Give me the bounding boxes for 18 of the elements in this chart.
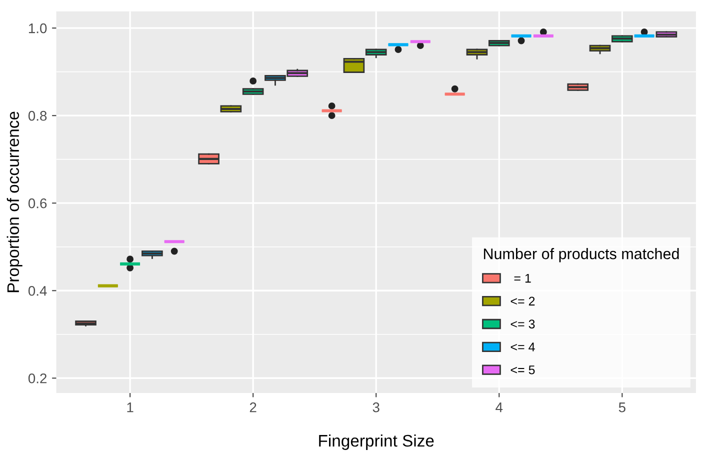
y-tick-label: 0.2 (28, 373, 47, 384)
x-axis-title: Fingerprint Size (319, 434, 434, 450)
legend-label: <= 3 (510, 320, 535, 328)
y-tick-label: 0.8 (28, 110, 47, 121)
x-tick-label: 5 (618, 402, 626, 412)
y-tick-label: 0.6 (28, 198, 47, 208)
legend-label: <= 5 (510, 366, 535, 374)
legend-title: Number of products matched (484, 248, 679, 262)
legend-label: <= 2 (510, 296, 535, 306)
y-tick-label: 1.0 (28, 23, 47, 34)
y-tick-label: 0.4 (28, 286, 47, 296)
y-axis-title: Proportion of occurrence (6, 112, 22, 292)
x-tick-label: 2 (250, 402, 256, 412)
x-tick-label: 3 (372, 402, 380, 412)
x-tick-label: 4 (496, 402, 503, 412)
legend-label: = 1 (514, 274, 531, 283)
legend-label: <= 4 (510, 342, 535, 352)
x-tick-label: 1 (127, 402, 134, 412)
